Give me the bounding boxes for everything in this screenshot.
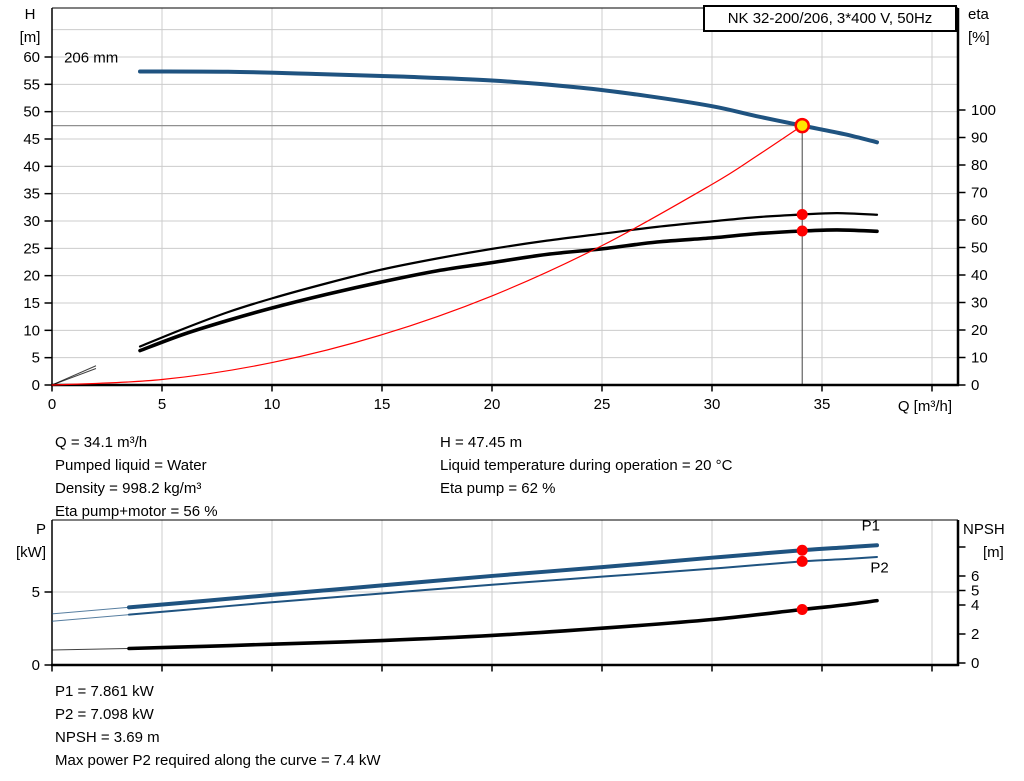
x-tick-label: 5	[158, 396, 166, 413]
detail-h: H = 47.45 m	[440, 434, 523, 451]
h-axis-title-line1: H	[24, 6, 36, 23]
npsh-axis-title-line2: [m]	[983, 544, 1004, 561]
y-tick-label-left: 10	[23, 322, 40, 339]
detail-eta-pump: Eta pump = 62 %	[440, 480, 556, 497]
detail-p2: P2 = 7.098 kW	[55, 706, 154, 723]
q-axis-title: Q [m³/h]	[897, 398, 952, 415]
y-tick-label-left: 0	[32, 657, 40, 674]
detail-eta-pump-motor: Eta pump+motor = 56 %	[55, 503, 218, 520]
y-tick-label-left: 60	[23, 49, 40, 66]
y-tick-label-left: 45	[23, 131, 40, 148]
detail-max-power: Max power P2 required along the curve = …	[55, 752, 381, 769]
curve-label: 206 mm	[64, 49, 118, 66]
x-tick-label: 25	[594, 396, 611, 413]
p1-curve	[127, 543, 879, 610]
x-tick-label: 10	[264, 396, 281, 413]
y-tick-label-right: 70	[971, 185, 988, 202]
duty-point-marker[interactable]	[794, 117, 810, 134]
p2-curve-leadin	[51, 614, 130, 622]
x-tick-label: 15	[374, 396, 391, 413]
detail-npsh: NPSH = 3.69 m	[55, 729, 160, 746]
y-tick-label-right: 5	[971, 583, 979, 600]
npsh-axis-title-line1: NPSH	[963, 521, 1005, 538]
p-axis-title: P [kW]	[2, 518, 46, 564]
y-tick-label-left: 55	[23, 76, 40, 93]
y-tick-label-right: 6	[971, 568, 979, 585]
x-tick-label: 0	[48, 396, 56, 413]
detail-liquid-temperature: Liquid temperature during operation = 20…	[440, 457, 733, 474]
y-tick-label-right: 30	[971, 295, 988, 312]
eta-axis-title-line2: [%]	[968, 29, 990, 46]
details-bottom-block: P1 = 7.861 kW P2 = 7.098 kW NPSH = 3.69 …	[55, 680, 381, 772]
details-right-column: H = 47.45 m Liquid temperature during op…	[440, 431, 732, 500]
y-tick-label-left: 35	[23, 186, 40, 203]
npsh-curve	[127, 598, 879, 651]
y-tick-label-right: 10	[971, 350, 988, 367]
y-tick-label-left: 30	[23, 213, 40, 230]
eta-pump-marker	[796, 209, 808, 220]
y-tick-label-right: 50	[971, 240, 988, 257]
x-tick-label: 35	[814, 396, 831, 413]
y-tick-label-right: 100	[971, 102, 996, 119]
y-tick-label-left: 5	[32, 350, 40, 367]
detail-q: Q = 34.1 m³/h	[55, 434, 148, 451]
system-curve	[51, 125, 803, 386]
detail-pumped-liquid: Pumped liquid = Water	[55, 457, 207, 474]
y-tick-label-left: 25	[23, 240, 40, 257]
detail-p1: P1 = 7.861 kW	[55, 683, 154, 700]
duty-value-marker	[796, 603, 808, 615]
y-tick-label-right: 80	[971, 157, 988, 174]
pump-title-box: NK 32-200/206, 3*400 V, 50Hz	[703, 5, 957, 32]
npsh-curve-leadin	[51, 648, 130, 651]
y-tick-label-left: 15	[23, 295, 40, 312]
p-axis-title-line2: [kW]	[16, 544, 46, 561]
y-tick-label-left: 0	[32, 377, 40, 394]
p2-curve	[128, 555, 878, 616]
y-tick-label-left: 20	[23, 268, 40, 285]
y-tick-label-left: 50	[23, 104, 40, 121]
detail-density: Density = 998.2 kg/m³	[55, 480, 202, 497]
y-tick-label-right: 4	[971, 597, 979, 614]
x-tick-label: 30	[704, 396, 721, 413]
duty-value-marker	[796, 544, 808, 556]
y-tick-label-right: 90	[971, 130, 988, 147]
eta-pump-motor-curve	[138, 228, 879, 353]
y-tick-label-right: 2	[971, 626, 979, 643]
y-tick-label-left: 40	[23, 158, 40, 175]
details-left-column: Q = 34.1 m³/h Pumped liquid = Water Dens…	[55, 431, 218, 523]
p1-curve-leadin	[51, 606, 130, 615]
hq-eta-chart: 0 5 10 15 20 25 30 35 0 5 10 15 20 25 30 35 40 45 50 55 60 0 1…	[23, 7, 996, 413]
eta-axis-title-line1: eta	[968, 6, 989, 23]
eta-pump-curve	[138, 212, 879, 348]
y-tick-label-right: 60	[971, 212, 988, 229]
eta-pump-motor-curve-leadin	[51, 368, 97, 386]
curve-label: P1	[862, 518, 880, 535]
y-tick-label-right: 40	[971, 267, 988, 284]
y-tick-label-left: 5	[32, 584, 40, 601]
y-tick-label-right: 0	[971, 377, 979, 394]
eta-pump-motor-marker	[796, 225, 808, 237]
y-tick-label-right: 0	[971, 655, 979, 672]
duty-value-marker	[796, 555, 808, 567]
curve-label: P2	[870, 559, 888, 576]
p-axis-title-line1: P	[35, 521, 46, 538]
pump-curve	[138, 69, 879, 145]
h-axis-title: H [m]	[12, 3, 48, 49]
h-axis-title-line2: [m]	[19, 29, 41, 46]
x-tick-label: 20	[484, 396, 501, 413]
eta-axis-title: eta [%]	[968, 3, 990, 49]
y-tick-label-right: 20	[971, 322, 988, 339]
